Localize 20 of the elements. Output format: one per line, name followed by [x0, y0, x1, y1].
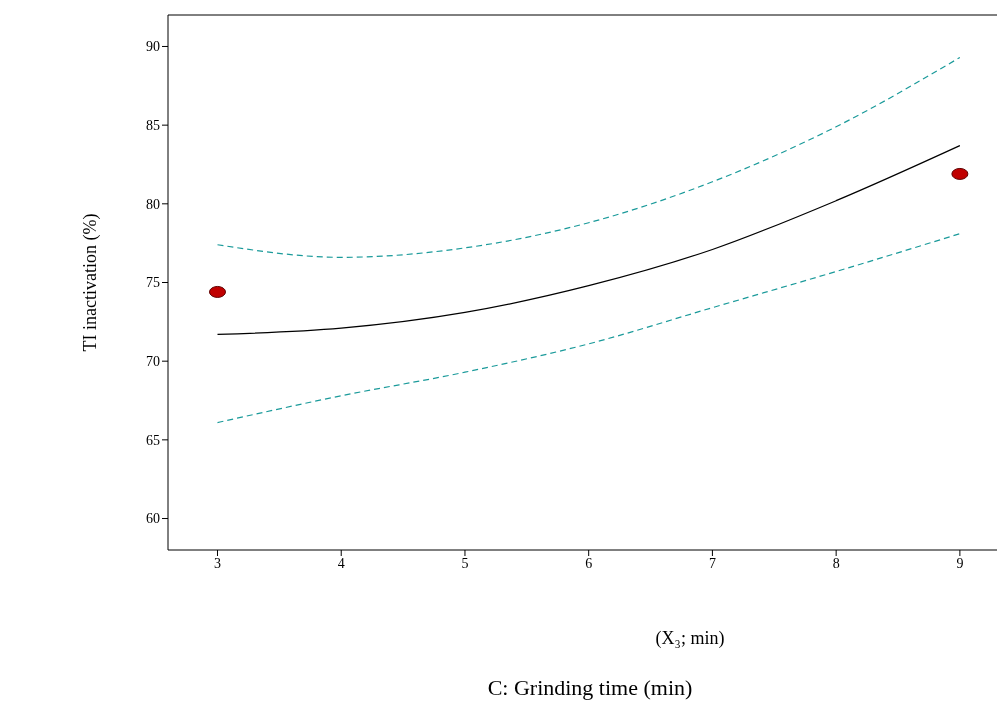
text: (X₃; min) — [655, 628, 725, 649]
y-tick-label: 70 — [146, 354, 160, 370]
y-axis-title: TI inactivation (%) — [80, 213, 102, 352]
x-axis-title: C: Grinding time (min) — [487, 675, 693, 701]
y-tick-label: 65 — [146, 432, 160, 448]
x-tick-label: 4 — [337, 555, 345, 571]
x-tick-label: 5 — [461, 555, 469, 571]
line-series — [216, 145, 961, 336]
x-tick-label: 3 — [213, 555, 221, 571]
y-tick-label: 85 — [146, 118, 160, 134]
x-tick-label: 6 — [585, 555, 593, 571]
x-tick-label: 8 — [832, 555, 840, 571]
line-series — [216, 56, 961, 258]
y-tick-label: 60 — [146, 511, 160, 527]
line-series — [216, 233, 961, 424]
x-tick-label: 7 — [708, 555, 716, 571]
y-tick-label: 80 — [146, 196, 160, 212]
x-tick-label: 9 — [956, 555, 964, 571]
y-tick-label: 75 — [146, 275, 160, 291]
y-tick-label: 90 — [146, 39, 160, 55]
